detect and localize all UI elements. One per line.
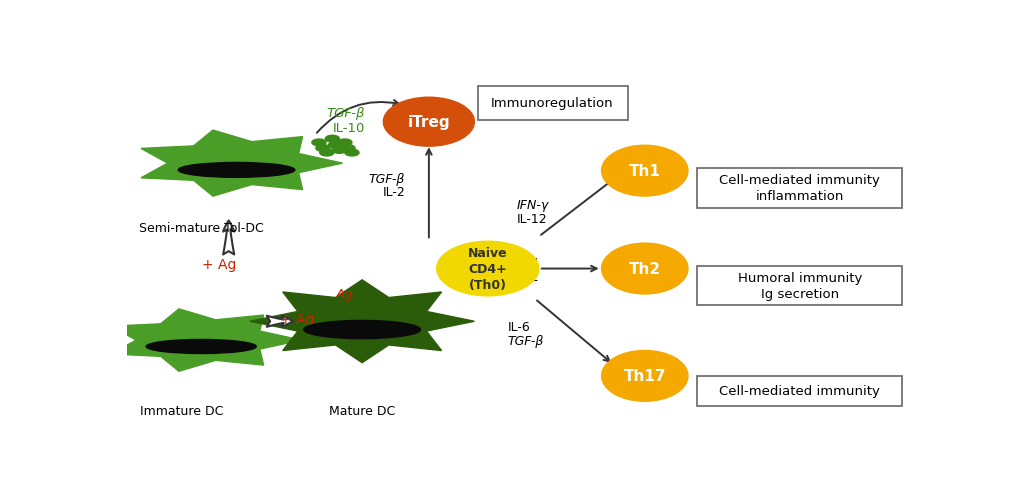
Text: iTreg: iTreg (407, 115, 450, 130)
Circle shape (337, 140, 352, 146)
Text: + Ag: + Ag (280, 313, 314, 326)
Text: IFN-γ: IFN-γ (517, 199, 549, 212)
Text: TGF-β: TGF-β (327, 106, 366, 120)
FancyBboxPatch shape (697, 168, 903, 208)
Text: Th2: Th2 (629, 262, 660, 277)
Text: + Ag: + Ag (202, 258, 236, 271)
Text: Ag: Ag (336, 287, 354, 300)
Text: IL-6: IL-6 (508, 321, 530, 334)
Ellipse shape (383, 98, 474, 147)
Ellipse shape (146, 340, 256, 354)
Circle shape (312, 140, 326, 146)
Text: IL-4: IL-4 (517, 257, 540, 270)
Circle shape (328, 142, 342, 149)
Text: Immunoregulation: Immunoregulation (491, 97, 614, 110)
Text: Immature DC: Immature DC (140, 404, 223, 417)
FancyBboxPatch shape (697, 266, 903, 306)
Text: Th17: Th17 (624, 368, 666, 384)
Circle shape (341, 145, 356, 152)
Circle shape (320, 150, 334, 157)
Text: Th1: Th1 (629, 164, 660, 179)
Ellipse shape (437, 242, 539, 296)
Text: Humoral immunity
Ig secretion: Humoral immunity Ig secretion (737, 271, 862, 301)
Text: Naive
CD4+
(Th0): Naive CD4+ (Th0) (468, 246, 508, 291)
Polygon shape (111, 309, 301, 371)
Circle shape (332, 147, 346, 154)
Text: Cell-mediated immunity
inflammation: Cell-mediated immunity inflammation (719, 173, 880, 203)
Ellipse shape (602, 244, 688, 294)
Polygon shape (250, 280, 474, 363)
FancyBboxPatch shape (477, 86, 627, 121)
Polygon shape (141, 131, 342, 197)
Text: TGF-β: TGF-β (508, 334, 544, 347)
Ellipse shape (304, 321, 420, 339)
Text: Mature DC: Mature DC (329, 404, 395, 417)
Ellipse shape (602, 146, 688, 197)
Text: IL-12: IL-12 (517, 212, 547, 225)
Text: TGF-β: TGF-β (369, 172, 405, 185)
Ellipse shape (602, 351, 688, 402)
FancyBboxPatch shape (697, 376, 903, 407)
Text: Cell-mediated immunity: Cell-mediated immunity (719, 385, 880, 398)
Circle shape (325, 136, 339, 142)
Ellipse shape (178, 163, 295, 178)
Text: IL-2: IL-2 (517, 270, 540, 283)
Text: Semi-mature Tol-DC: Semi-mature Tol-DC (139, 222, 263, 235)
Text: IL-10: IL-10 (332, 122, 365, 135)
Text: IL-2: IL-2 (383, 185, 405, 199)
Circle shape (316, 145, 330, 152)
Circle shape (344, 150, 359, 157)
